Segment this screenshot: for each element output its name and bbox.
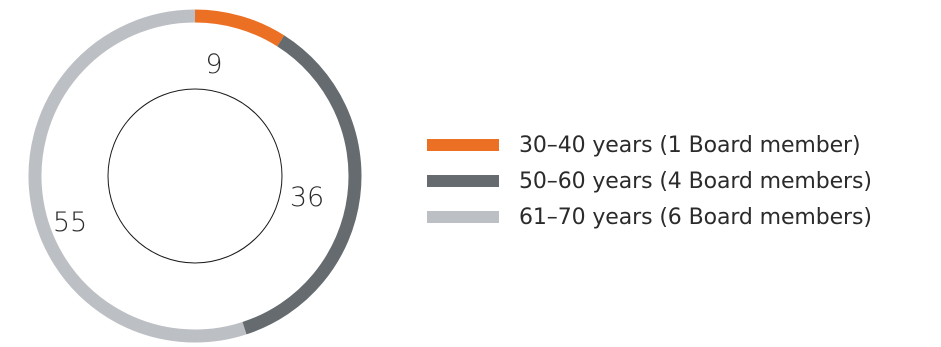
legend-label-61-70: 61–70 years (6 Board members)	[519, 204, 872, 230]
data-label-61-70: 55	[53, 207, 87, 238]
legend-swatch-30-40	[427, 139, 499, 151]
ring-segment-30-40	[194, 9, 285, 47]
legend-swatch-61-70	[427, 211, 499, 223]
legend-item-61-70: 61–70 years (6 Board members)	[427, 199, 872, 235]
inner-circle	[107, 88, 283, 264]
legend-item-30-40: 30–40 years (1 Board member)	[427, 127, 872, 163]
ring-segment-61-70	[28, 9, 247, 343]
ring-segment-50-60	[242, 35, 362, 335]
donut-ring	[28, 9, 362, 343]
legend-swatch-50-60	[427, 175, 499, 187]
legend-item-50-60: 50–60 years (4 Board members)	[427, 163, 872, 199]
data-label-30-40: 9	[205, 49, 222, 80]
legend-label-50-60: 50–60 years (4 Board members)	[519, 168, 872, 194]
legend-label-30-40: 30–40 years (1 Board member)	[519, 132, 861, 158]
data-label-50-60: 36	[290, 182, 324, 213]
legend: 30–40 years (1 Board member) 50–60 years…	[427, 127, 872, 235]
